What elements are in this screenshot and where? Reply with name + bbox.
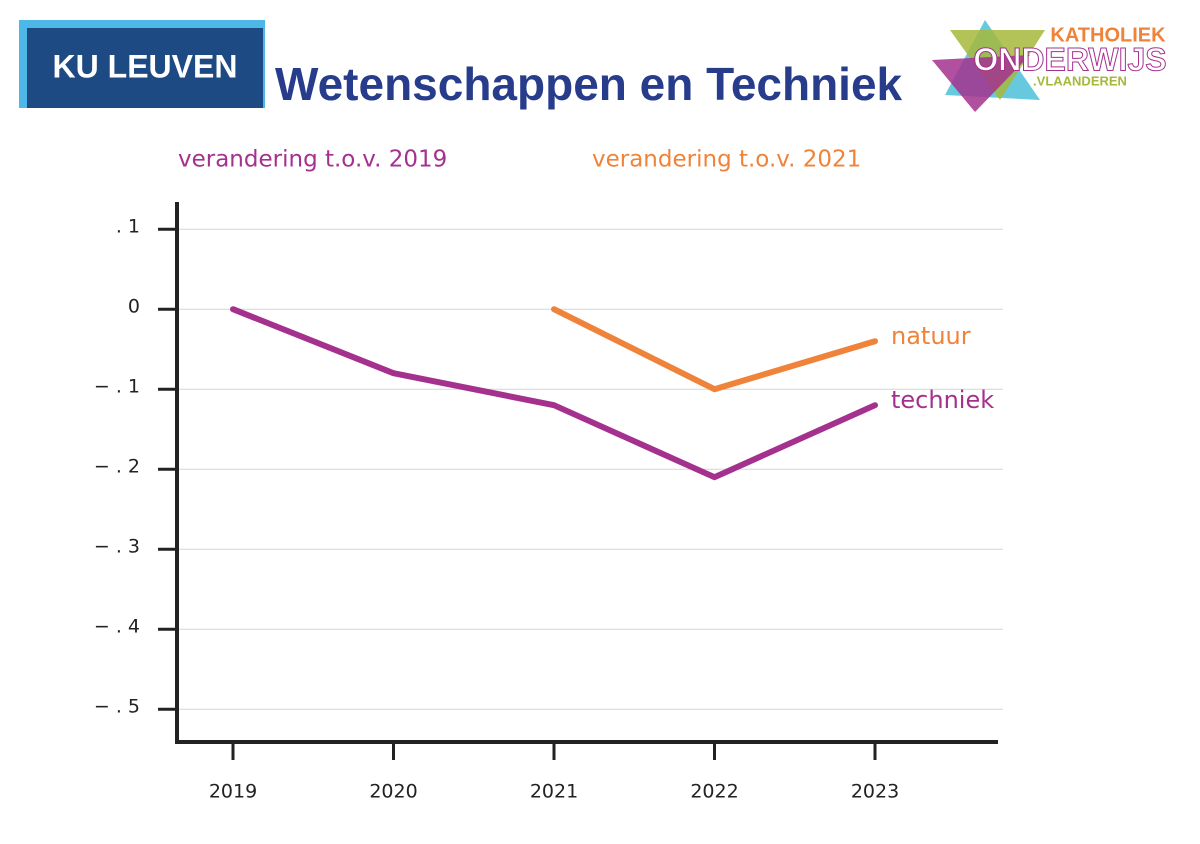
logo-box: [27, 28, 263, 108]
y-tick-label: 0: [128, 296, 140, 318]
logo-text: .VLAANDEREN: [1033, 73, 1127, 88]
line: [551, 306, 878, 393]
chart-title: Wetenschappen en Techniek: [275, 58, 903, 110]
x-tick-label: 2021: [530, 781, 578, 803]
x-tick-label: 2019: [209, 781, 257, 803]
y-tick-label: − . 3: [94, 536, 140, 558]
logo-text: KATHOLIEK: [1050, 24, 1166, 46]
series-label: techniek: [891, 386, 994, 414]
logo-text: ONDERWIJS: [973, 41, 1166, 77]
y-tick-label: − . 1: [94, 376, 140, 398]
x-tick-label: 2023: [851, 781, 899, 803]
x-tick-label: 2022: [690, 781, 738, 803]
y-tick-label: − . 5: [94, 696, 140, 718]
line: [230, 306, 878, 481]
annotation: verandering t.o.v. 2021: [592, 147, 861, 173]
y-tick-label: − . 4: [94, 616, 140, 638]
y-tick-label: − . 2: [94, 456, 140, 478]
logo-text: KU LEUVEN: [53, 48, 238, 84]
y-tick-label: . 1: [116, 216, 140, 238]
series-label: natuur: [891, 322, 971, 350]
x-tick-label: 2020: [369, 781, 417, 803]
logo-shape: [932, 55, 1030, 112]
annotation: verandering t.o.v. 2019: [178, 147, 447, 173]
